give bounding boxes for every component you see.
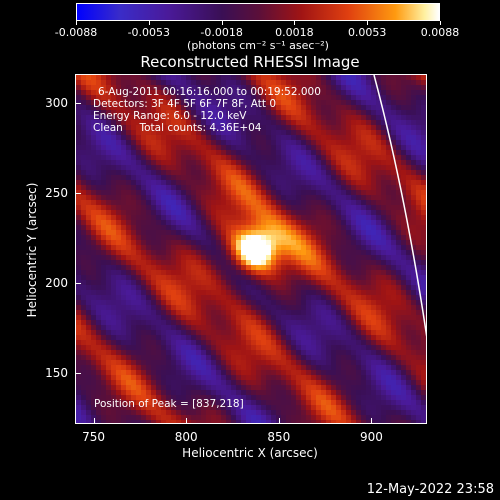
colorbar-tick-label: 0.0088 [420,26,460,39]
y-axis-label: Heliocentric Y (arcsec) [25,182,39,318]
annotation-counts: Clean Total counts: 4.36E+04 [93,122,262,134]
y-tick-mark [75,102,81,104]
y-tick-mark [75,283,81,285]
colorbar-tick [76,21,77,25]
heatmap-image [76,75,426,423]
x-axis-label: Heliocentric X (arcsec) [182,446,318,460]
x-tick-label: 850 [267,430,291,444]
colorbar-tick-label: -0.0018 [200,26,243,39]
colorbar-tick-label: -0.0088 [54,26,98,39]
annotation-energy: Energy Range: 6.0 - 12.0 keV [93,110,247,122]
heatmap-cells [76,75,426,423]
annotation-detectors: Detectors: 3F 4F 5F 6F 7F 8F, Att 0 [93,98,277,110]
colorbar-tick [440,21,441,25]
x-tick-label: 900 [359,430,383,444]
x-tick-mark [371,418,373,424]
y-tick-label: 250 [45,186,68,201]
annotation-time: 6-Aug-2011 00:16:16.000 to 00:19:52.000 [98,86,321,98]
colorbar-tick [294,21,296,25]
x-tick-mark [278,418,280,424]
y-tick-label: 200 [45,276,68,291]
colorbar-tick-label: 0.0053 [347,26,387,39]
colorbar-tick [148,21,150,25]
colorbar [76,3,440,21]
x-tick-mark [93,418,95,424]
colorbar-unit: (photons cm⁻² s⁻¹ asec⁻²) [187,39,329,52]
colorbar-tick [221,21,223,25]
x-tick-label: 800 [174,430,198,444]
chart-title: Reconstructed RHESSI Image [140,53,360,71]
y-tick-mark [75,193,81,195]
solar-limb-line [373,75,426,337]
x-tick-label: 750 [82,430,105,444]
colorbar-tick [367,21,369,25]
y-tick-label: 300 [45,95,68,110]
colorbar-tick-label: -0.0053 [127,26,171,39]
x-tick-mark [186,418,188,424]
y-tick-mark [75,373,81,375]
colorbar-tick-label: 0.0018 [275,26,314,39]
y-tick-label: 150 [45,366,68,381]
plot-area [75,74,427,424]
timestamp: 12-May-2022 23:58 [366,482,494,497]
annotation-peak: Position of Peak = [837,218] [94,398,244,410]
